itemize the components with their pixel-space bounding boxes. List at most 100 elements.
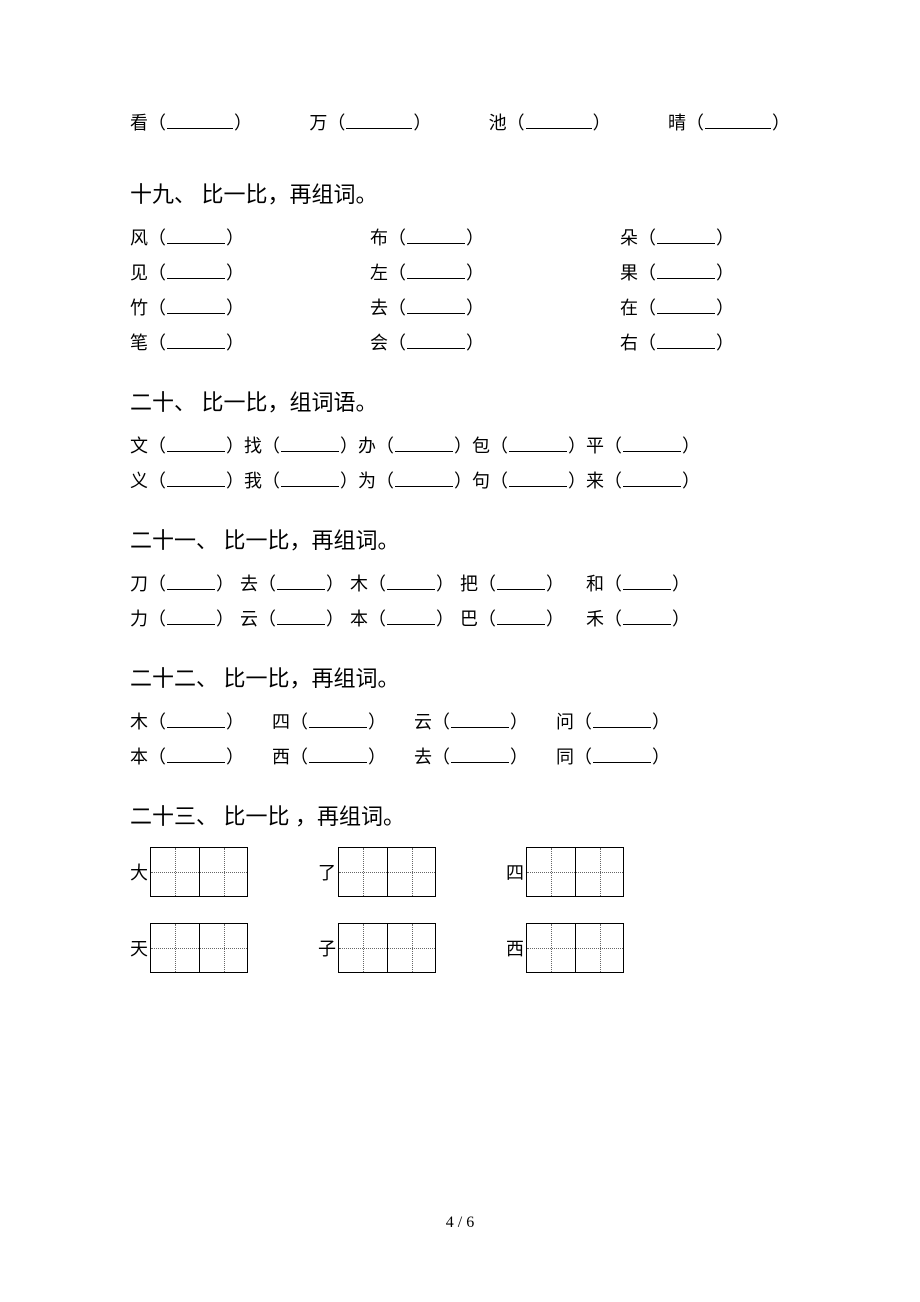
tianzige-box[interactable] xyxy=(150,923,248,973)
blank[interactable] xyxy=(509,468,567,487)
tianzige-cell[interactable] xyxy=(339,848,387,896)
column: 右（） xyxy=(620,330,790,357)
blank[interactable] xyxy=(167,433,225,452)
blank[interactable] xyxy=(407,260,465,279)
word-item: 木（） xyxy=(350,571,454,598)
blank[interactable] xyxy=(167,709,225,728)
char: 池 xyxy=(489,110,507,137)
word-item: 来（） xyxy=(586,468,700,495)
column: 去（） xyxy=(370,295,620,322)
blank[interactable] xyxy=(705,110,771,129)
blank[interactable] xyxy=(277,571,325,590)
blank[interactable] xyxy=(277,606,325,625)
blank[interactable] xyxy=(167,260,225,279)
tianzige-box[interactable] xyxy=(338,923,436,973)
blank[interactable] xyxy=(407,225,465,244)
tianzige-item: 大 xyxy=(130,847,248,897)
blank[interactable] xyxy=(167,330,225,349)
char: 朵 xyxy=(620,225,638,252)
blank[interactable] xyxy=(451,709,509,728)
word-item: 木（） xyxy=(130,709,244,736)
blank[interactable] xyxy=(167,468,225,487)
char: 禾 xyxy=(586,606,604,633)
char: 去 xyxy=(414,744,432,771)
blank[interactable] xyxy=(281,433,339,452)
char: 会 xyxy=(370,330,388,357)
char: 了 xyxy=(318,859,336,885)
tianzige-cell[interactable] xyxy=(575,924,623,972)
tianzige-box[interactable] xyxy=(150,847,248,897)
blank[interactable] xyxy=(623,433,681,452)
char: 去 xyxy=(240,571,258,598)
blank[interactable] xyxy=(657,295,715,314)
char: 本 xyxy=(350,606,368,633)
tianzige-cell[interactable] xyxy=(339,924,387,972)
char: 办 xyxy=(358,433,376,460)
blank[interactable] xyxy=(167,606,215,625)
tianzige-cell[interactable] xyxy=(527,924,575,972)
word-item: 右（） xyxy=(620,330,790,357)
tianzige-cell[interactable] xyxy=(527,848,575,896)
exercise-row: 竹（）去（）在（） xyxy=(130,295,790,322)
blank[interactable] xyxy=(281,468,339,487)
char: 木 xyxy=(130,709,148,736)
tianzige-cell[interactable] xyxy=(199,848,247,896)
char: 子 xyxy=(318,935,336,961)
blank[interactable] xyxy=(593,709,651,728)
blank[interactable] xyxy=(623,606,671,625)
char: 包 xyxy=(472,433,490,460)
tianzige-cell[interactable] xyxy=(151,848,199,896)
tianzige-cell[interactable] xyxy=(387,924,435,972)
word-item: 巴（） xyxy=(460,606,564,633)
tianzige-row: 天子西 xyxy=(130,923,790,973)
blank[interactable] xyxy=(309,744,367,763)
tianzige-box[interactable] xyxy=(526,847,624,897)
blank[interactable] xyxy=(657,225,715,244)
exercise-row: 刀（）去（）木（）把（）和（） xyxy=(130,571,790,598)
blank[interactable] xyxy=(395,433,453,452)
blank[interactable] xyxy=(657,330,715,349)
blank[interactable] xyxy=(497,606,545,625)
char: 巴 xyxy=(460,606,478,633)
blank[interactable] xyxy=(167,110,233,129)
tianzige-cell[interactable] xyxy=(151,924,199,972)
tianzige-cell[interactable] xyxy=(199,924,247,972)
word-item: 包（） xyxy=(472,433,586,460)
blank[interactable] xyxy=(497,571,545,590)
blank[interactable] xyxy=(509,433,567,452)
blank[interactable] xyxy=(167,571,215,590)
char: 云 xyxy=(414,709,432,736)
section-23: 大了四天子西 xyxy=(130,847,790,973)
char: 同 xyxy=(556,744,574,771)
blank[interactable] xyxy=(407,295,465,314)
char: 见 xyxy=(130,260,148,287)
blank[interactable] xyxy=(623,571,671,590)
section-22: 木（）四（）云（）问（）本（）西（）去（）同（） xyxy=(130,709,790,771)
tianzige-cell[interactable] xyxy=(575,848,623,896)
word-item: 找（） xyxy=(244,433,358,460)
blank[interactable] xyxy=(526,110,592,129)
blank[interactable] xyxy=(451,744,509,763)
column: 笔（） xyxy=(130,330,370,357)
blank[interactable] xyxy=(309,709,367,728)
blank[interactable] xyxy=(395,468,453,487)
word-item: 果（） xyxy=(620,260,790,287)
blank[interactable] xyxy=(387,606,435,625)
blank[interactable] xyxy=(167,744,225,763)
tianzige-box[interactable] xyxy=(338,847,436,897)
blank[interactable] xyxy=(657,260,715,279)
column: 左（） xyxy=(370,260,620,287)
blank[interactable] xyxy=(167,225,225,244)
tianzige-box[interactable] xyxy=(526,923,624,973)
blank[interactable] xyxy=(623,468,681,487)
blank[interactable] xyxy=(387,571,435,590)
word-item: 把（） xyxy=(460,571,564,598)
blank[interactable] xyxy=(593,744,651,763)
blank[interactable] xyxy=(346,110,412,129)
tianzige-cell[interactable] xyxy=(387,848,435,896)
blank[interactable] xyxy=(167,295,225,314)
word-item: 云（） xyxy=(240,606,344,633)
char: 右 xyxy=(620,330,638,357)
blank[interactable] xyxy=(407,330,465,349)
exercise-row: 笔（）会（）右（） xyxy=(130,330,790,357)
